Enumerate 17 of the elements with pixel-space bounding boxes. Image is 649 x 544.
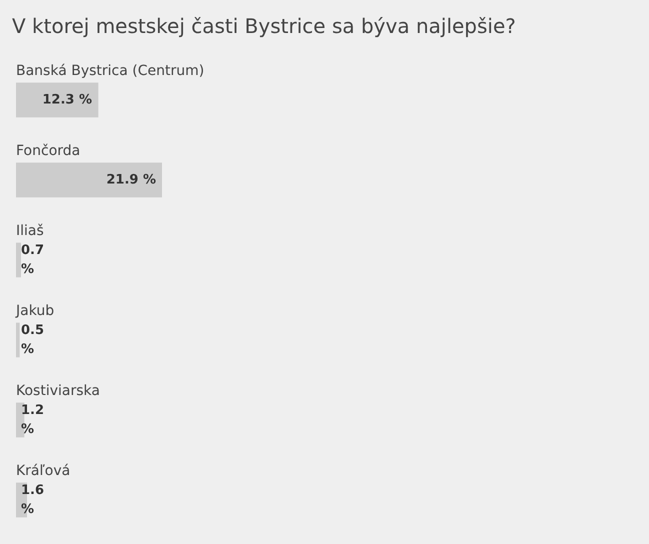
y-tick-label: Kostiviarska bbox=[16, 383, 100, 399]
bar bbox=[16, 242, 21, 278]
y-tick-label: Fončorda bbox=[16, 143, 80, 159]
data-label: 1.2 % bbox=[21, 402, 44, 437]
y-tick-label: Banská Bystrica (Centrum) bbox=[16, 63, 204, 79]
text: V ktorej mestskej časti Bystrice sa býva najlepšie? bbox=[12, 14, 516, 38]
bar bbox=[16, 162, 162, 198]
y-tick-label: Iliaš bbox=[16, 223, 44, 239]
data-label: 12.3 % bbox=[42, 92, 92, 108]
bar bbox=[16, 82, 98, 118]
y-tick-label: Jakub bbox=[15, 303, 54, 319]
data-label: 0.5 % bbox=[21, 322, 44, 357]
y-tick-label: Kráľová bbox=[16, 463, 70, 479]
data-label: 21.9 % bbox=[106, 172, 156, 188]
data-label: 0.7 % bbox=[21, 242, 44, 277]
bar bbox=[16, 322, 20, 358]
data-label: 1.6 % bbox=[21, 482, 44, 517]
